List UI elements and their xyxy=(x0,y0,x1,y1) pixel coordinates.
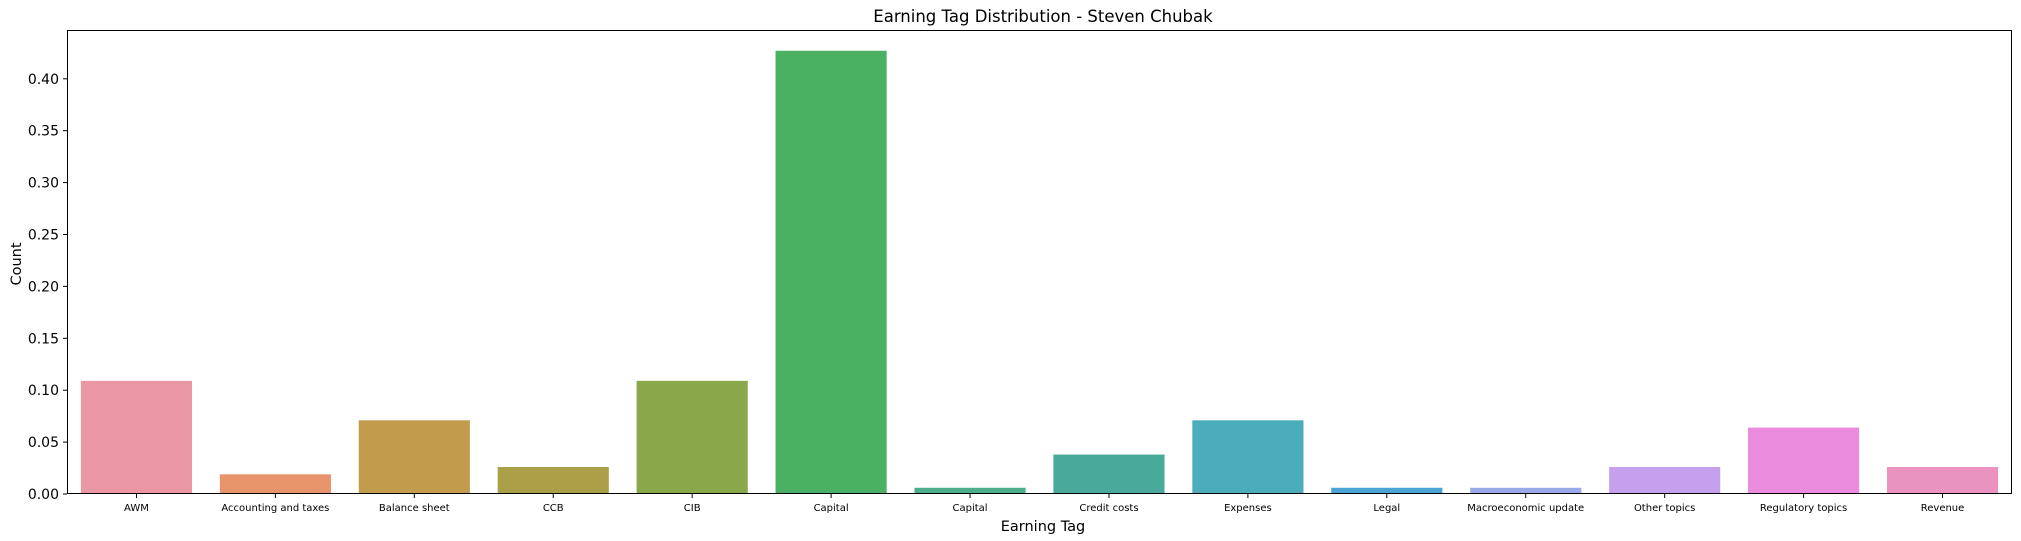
x-axis-label: Earning Tag xyxy=(1001,519,1086,535)
bar-11 xyxy=(1470,487,1582,494)
x-tick-label: Expenses xyxy=(1224,503,1272,514)
bars-group xyxy=(80,50,1999,495)
x-tick-label: Revenue xyxy=(1921,503,1965,514)
y-axis-ticks: 0.00 0.05 0.10 0.15 0.20 0.25 0.30 0.35 0.40 xyxy=(28,72,67,503)
bar-1 xyxy=(80,380,193,494)
bar-4 xyxy=(497,467,609,494)
x-tick-label: Capital xyxy=(814,503,849,514)
x-tick-label: Legal xyxy=(1373,503,1400,514)
bar-8 xyxy=(1053,454,1165,494)
x-tick-label: Capital xyxy=(952,503,987,514)
bar-3 xyxy=(358,420,470,494)
y-tick-label: 0.05 xyxy=(28,435,59,451)
x-axis-ticks: AWM Accounting and taxes Balance sheet CCB C… xyxy=(124,494,1964,514)
y-tick-label: 0.10 xyxy=(28,383,59,399)
x-tick-label: AWM xyxy=(124,503,149,514)
x-tick-label: Credit costs xyxy=(1079,503,1138,514)
x-tick-label: CCB xyxy=(543,503,564,514)
y-tick-label: 0.15 xyxy=(28,331,59,347)
bar-14 xyxy=(1886,467,1999,494)
chart-title: Earning Tag Distribution - Steven Chubak xyxy=(873,7,1213,26)
x-tick-label: Other topics xyxy=(1634,503,1695,514)
bar-12 xyxy=(1609,467,1721,494)
x-tick-label: CIB xyxy=(684,503,701,514)
bar-10 xyxy=(1331,487,1443,494)
y-tick-label: 0.00 xyxy=(28,487,59,503)
bar-2 xyxy=(219,474,331,494)
x-tick-label: Balance sheet xyxy=(379,503,450,514)
bar-5 xyxy=(636,380,748,494)
x-tick-label: Regulatory topics xyxy=(1760,503,1847,514)
bar-9 xyxy=(1192,420,1304,494)
x-tick-label: Accounting and taxes xyxy=(221,503,329,514)
y-axis-label: Count xyxy=(9,242,25,285)
plot-frame xyxy=(67,30,2012,494)
y-tick-label: 0.20 xyxy=(28,279,59,295)
y-tick-label: 0.25 xyxy=(28,227,59,243)
bar-13 xyxy=(1748,427,1860,494)
bar-6 xyxy=(775,50,887,495)
x-tick-label: Macroeconomic update xyxy=(1467,503,1584,514)
y-tick-label: 0.30 xyxy=(28,176,59,192)
bar-7 xyxy=(914,487,1026,494)
y-tick-label: 0.35 xyxy=(28,124,59,140)
y-tick-label: 0.40 xyxy=(28,72,59,88)
